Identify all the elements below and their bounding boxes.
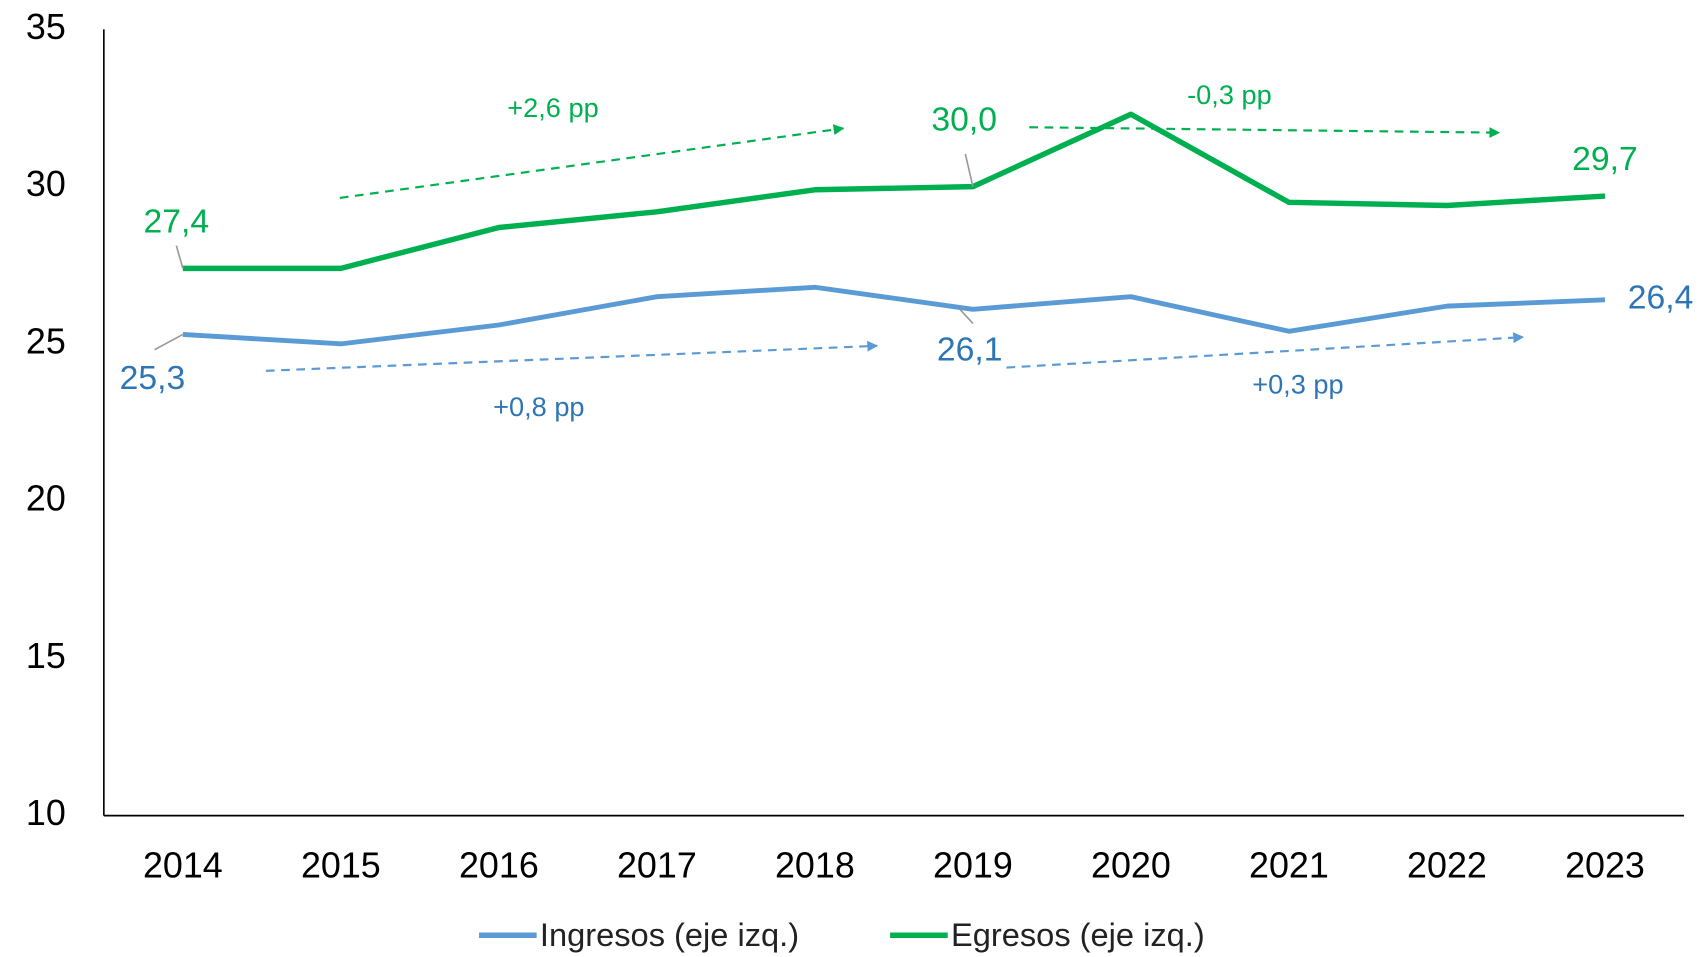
x-tick-label: 2021: [1249, 845, 1329, 885]
annotation: +0,8 pp: [493, 391, 584, 422]
series-line: [182, 284, 1606, 347]
trend-arrow: [1029, 126, 1501, 138]
data-label: 26,1: [937, 331, 1003, 369]
leader-line: [959, 308, 974, 324]
y-tick-label: 35: [26, 7, 66, 47]
trend-arrow: [339, 124, 845, 200]
x-tick-label: 2016: [459, 845, 539, 885]
data-label: 25,3: [120, 359, 186, 397]
x-tick-label: 2023: [1565, 845, 1645, 885]
x-tick-label: 2015: [301, 845, 381, 885]
data-label: 26,4: [1628, 279, 1694, 317]
data-label: 29,7: [1572, 140, 1638, 178]
legend-label: Egresos (eje izq.): [951, 916, 1205, 953]
series-line: [182, 111, 1606, 272]
data-label: 30,0: [931, 100, 997, 138]
y-tick-label: 25: [26, 321, 66, 361]
x-tick-label: 2018: [775, 845, 855, 885]
x-tick-label: 2014: [143, 845, 223, 885]
leader-line: [175, 245, 184, 269]
x-tick-label: 2020: [1091, 845, 1171, 885]
trend-arrow: [1006, 332, 1525, 369]
leader-line: [964, 153, 974, 187]
x-tick-label: 2022: [1407, 845, 1487, 885]
x-tick-label: 2017: [617, 845, 697, 885]
data-label: 27,4: [144, 203, 210, 241]
annotation: +2,6 pp: [507, 92, 598, 123]
y-tick-label: 10: [26, 793, 66, 833]
x-tick-label: 2019: [933, 845, 1013, 885]
leader-line: [154, 333, 184, 351]
trend-arrow: [265, 340, 879, 372]
legend-label: Ingresos (eje izq.): [540, 916, 799, 953]
y-tick-label: 20: [26, 479, 66, 519]
y-tick-label: 15: [26, 636, 66, 676]
annotation: -0,3 pp: [1187, 79, 1272, 110]
annotation: +0,3 pp: [1252, 368, 1343, 399]
y-tick-label: 30: [26, 164, 66, 204]
